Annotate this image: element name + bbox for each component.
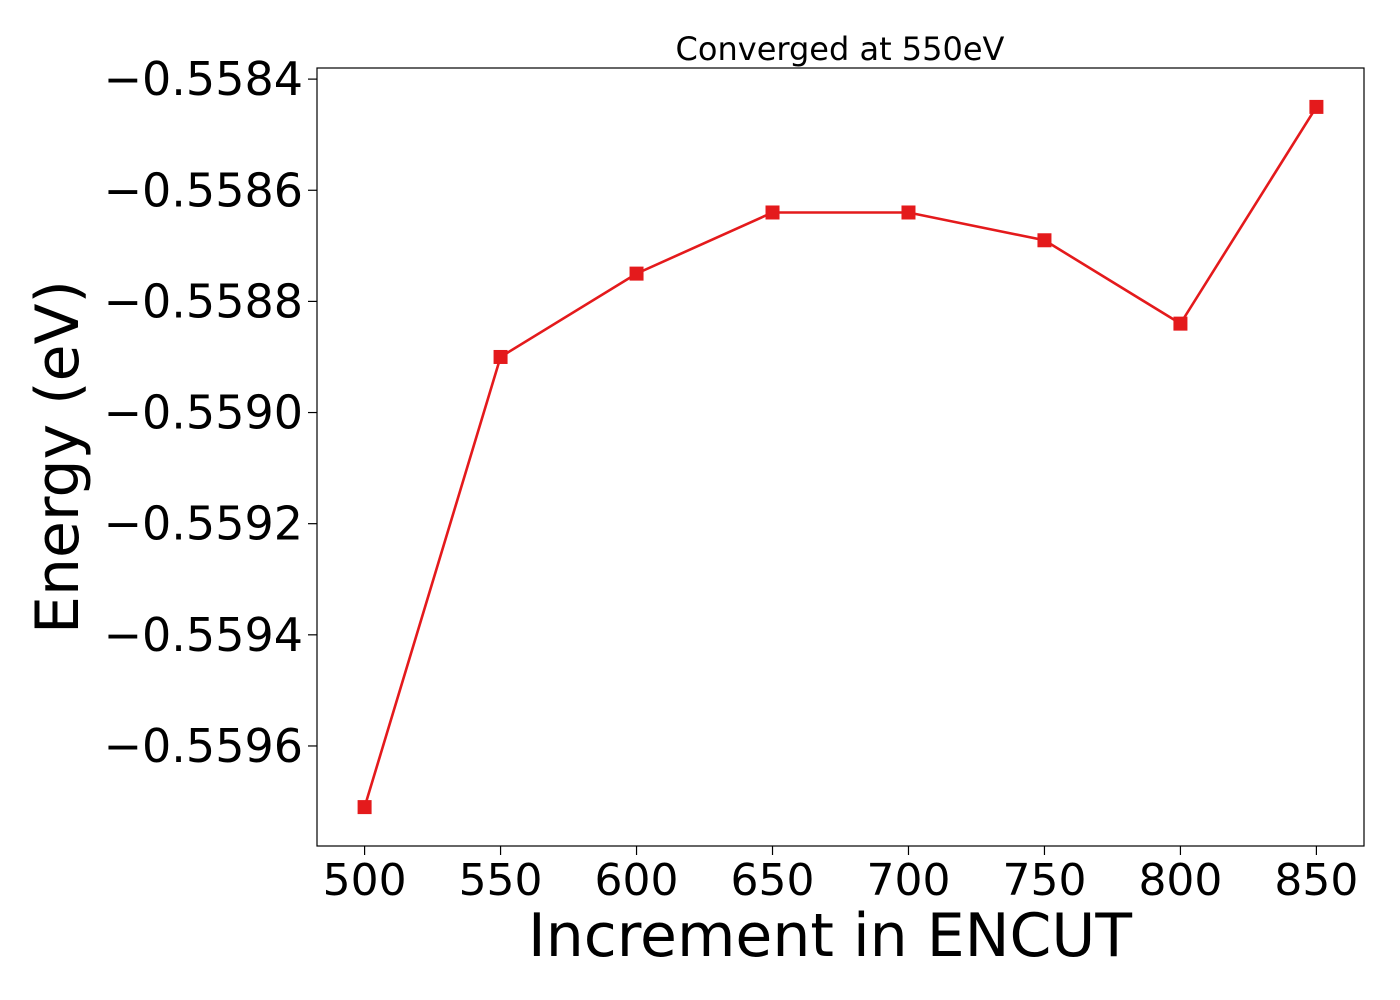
plot-area-frame	[316, 67, 1365, 847]
x-tick-label: 550	[459, 855, 543, 906]
series-line	[363, 106, 1318, 808]
data-point-marker	[493, 349, 508, 364]
data-point-marker	[629, 266, 644, 281]
y-tick-label: −0.5594	[104, 608, 304, 662]
x-tick-label: 650	[731, 855, 815, 906]
y-axis: −0.5584 −0.5586 −0.5588 −0.5590 −0.5592 −0.55…	[104, 52, 317, 773]
x-tick-label: 600	[595, 855, 679, 906]
x-axis: 500 550 600 650 700 750 800 850	[323, 846, 1358, 906]
y-tick-label: −0.5588	[104, 274, 304, 328]
data-point-marker	[357, 800, 372, 815]
data-point-marker	[901, 205, 916, 220]
data-point-marker	[765, 205, 780, 220]
y-tick-label: −0.5596	[104, 719, 304, 773]
data-point-marker	[1309, 99, 1324, 114]
x-tick-label: 750	[1002, 855, 1086, 906]
data-point-marker	[1037, 233, 1052, 248]
data-point-marker	[1173, 316, 1188, 331]
x-tick-label: 800	[1138, 855, 1222, 906]
y-tick-label: −0.5592	[104, 497, 304, 551]
x-tick-label: 500	[323, 855, 407, 906]
x-axis-title: Increment in ENCUT	[528, 901, 1132, 971]
x-tick-label: 700	[866, 855, 950, 906]
y-tick-label: −0.5586	[104, 163, 304, 217]
y-tick-label: −0.5584	[104, 52, 304, 106]
series-layer	[357, 99, 1324, 815]
y-tick-label: −0.5590	[104, 386, 304, 440]
x-tick-label: 850	[1274, 855, 1358, 906]
chart-title: Converged at 550eV	[676, 30, 1005, 68]
y-axis-title: Energy (eV)	[23, 280, 93, 634]
